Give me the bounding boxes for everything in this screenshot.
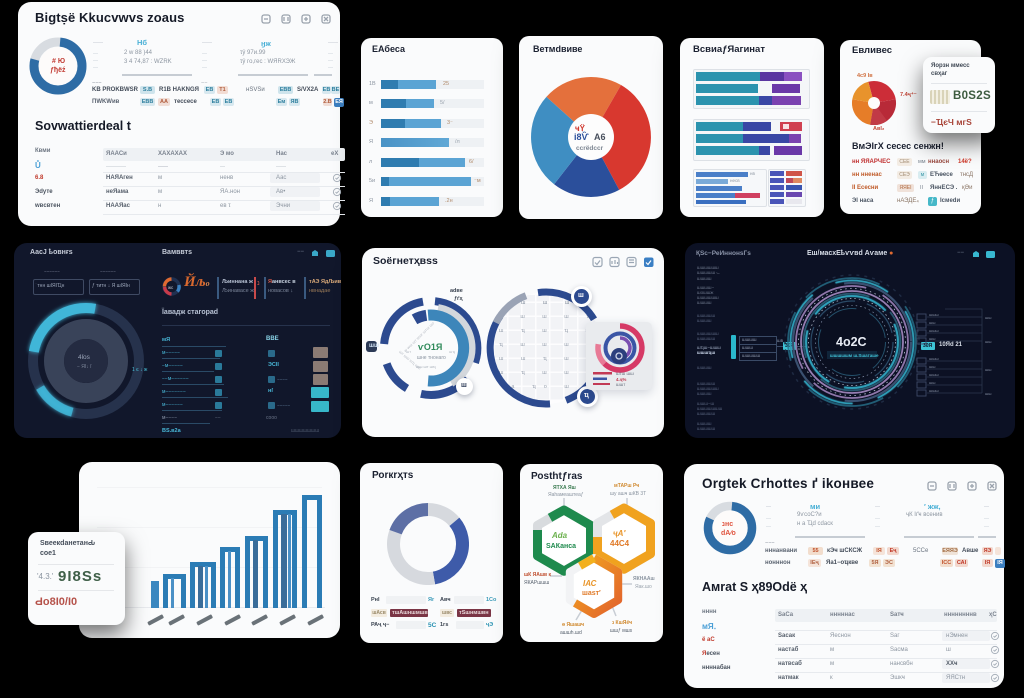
svg-text:ƒђёź: ƒђёź <box>50 66 66 74</box>
svg-text:4.ҷ%: 4.ҷ% <box>616 377 626 382</box>
svg-text:шш: шш <box>929 336 935 341</box>
svg-text:шшш: шшш <box>929 356 939 361</box>
svg-text:ҷА′: ҷА′ <box>613 529 626 538</box>
svg-text:шш: шш <box>985 391 991 396</box>
svg-text:ЯКНААш: ЯКНААш <box>633 576 655 582</box>
svg-text:Яаһамеаштеаƒ: Яаһамеаштеаƒ <box>548 492 584 498</box>
svg-text:шш шт шҵ: шш шт шҵ <box>416 364 436 369</box>
svg-text:נ КшЯёҹ: נ КшЯёҹ <box>612 620 632 626</box>
svg-text:Яак.шо: Яак.шо <box>635 584 652 590</box>
svg-text:ссrёԁссr: ссrёԁссr <box>576 144 604 152</box>
svg-text:шшт: шшт <box>616 382 625 387</box>
svg-text:ІАС: ІАС <box>583 579 597 588</box>
svg-text:шш: шш <box>985 315 991 320</box>
svg-text:шу ашҹ шКВ 3Т: шу ашҹ шКВ 3Т <box>610 491 646 497</box>
svg-text:мТАРш Рҹ: мТАРш Рҹ <box>614 483 639 489</box>
svg-text:шшƒ мшѕ: шшƒ мшѕ <box>610 628 633 634</box>
svg-text:шш: шш <box>985 367 991 372</box>
svg-text:נнс: נнс <box>722 521 733 528</box>
svg-text:ҹŸ: ҹŸ <box>575 124 586 133</box>
svg-text:шш: шш <box>929 380 935 385</box>
svg-text:шш: шш <box>929 364 935 369</box>
svg-text:ѵО1Я: ѵО1Я <box>418 342 442 352</box>
svg-text:шш: шш <box>929 320 935 325</box>
svg-text:шшш: шшш <box>929 372 939 377</box>
svg-text:шшш: шшш <box>929 388 939 393</box>
svg-text:шне тнонаго: шне тнонаго <box>417 355 446 361</box>
svg-text:44С4: 44С4 <box>610 539 630 548</box>
svg-text:шаѕт′: шаѕт′ <box>582 590 601 597</box>
svg-text:− ЯІ↓ ſ: − ЯІ↓ ſ <box>77 364 92 370</box>
svg-text:шшшшшм ш.Ѕшаташе: шшшшшм ш.Ѕшаташе <box>830 353 879 358</box>
svg-text:ЅАКанса: ЅАКанса <box>546 543 576 550</box>
svg-text:шшш: шшш <box>929 312 939 317</box>
svg-text:шш: шш <box>985 339 991 344</box>
svg-text:шшш: шшш <box>929 328 939 333</box>
svg-text:шК ЯАшв к: шК ЯАшв к <box>524 572 551 578</box>
svg-text:i8Ѷ: i8Ѷ <box>574 131 590 142</box>
svg-text:штш шш: штш шш <box>616 371 634 376</box>
svg-text:шт: шт <box>406 349 411 354</box>
svg-text:ашшһ.шd: ашшһ.шd <box>560 630 582 636</box>
svg-text:ЯКАРшшш: ЯКАРшшш <box>524 580 549 586</box>
svg-text:ЯТХА Яш: ЯТХА Яш <box>553 485 576 491</box>
svg-text:# Ю: # Ю <box>52 58 65 65</box>
svg-text:А6: А6 <box>594 132 606 142</box>
svg-text:Аdа: Аdа <box>551 531 568 540</box>
svg-text:4о2С: 4о2С <box>836 335 867 349</box>
svg-text:4ſоѕ: 4ſоѕ <box>78 354 91 361</box>
svg-text:ԁА⁄о: ԁА⁄о <box>721 529 736 537</box>
svg-text:жс: жс <box>168 285 174 290</box>
svg-text:ѳ Яшашҹ: ѳ Яшашҹ <box>562 622 584 628</box>
svg-text:шҵ: шҵ <box>449 349 455 354</box>
